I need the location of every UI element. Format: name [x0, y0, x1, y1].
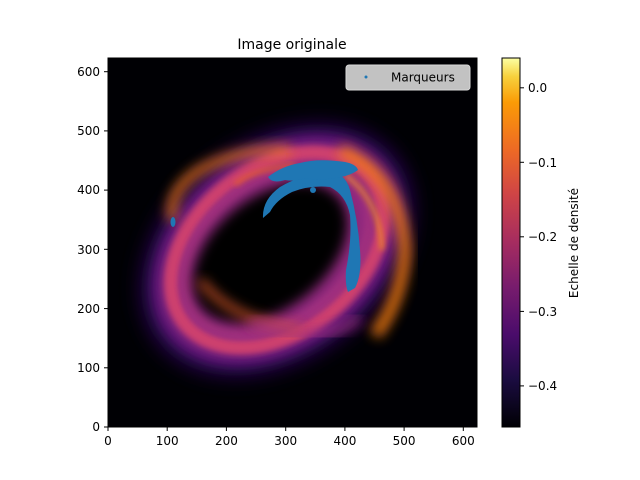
colorbar-tick-label: −0.1: [528, 156, 557, 170]
axes-frame: [107, 57, 478, 428]
x-tick-label: 0: [104, 434, 112, 448]
marker-dot: [310, 187, 316, 193]
x-tick-label: 500: [393, 434, 416, 448]
colorbar-label: Echelle de densité: [567, 188, 581, 298]
chart-title: Image originale: [237, 37, 346, 53]
y-tick-label: 0: [92, 420, 100, 434]
marker-clump: [268, 160, 358, 182]
marker-isolated: [170, 217, 176, 227]
legend-label: Marqueurs: [391, 71, 455, 85]
marker-arm: [262, 172, 361, 292]
legend-marker: [364, 75, 368, 79]
colorbar: 0.0 −0.1 −0.2 −0.3 −0.4 Echelle de densi…: [501, 57, 581, 428]
x-tick-label: 300: [274, 434, 297, 448]
y-tick-label: 400: [77, 183, 100, 197]
y-tick-label: 200: [77, 302, 100, 316]
colorbar-tick-label: −0.2: [528, 230, 557, 244]
markers-series: [170, 160, 361, 292]
colorbar-tick-label: −0.3: [528, 305, 557, 319]
colorbar-tick-label: −0.4: [528, 379, 557, 393]
x-tick-label: 600: [452, 434, 475, 448]
legend-box: [345, 64, 471, 91]
x-tick-label: 400: [333, 434, 356, 448]
y-tick-label: 500: [77, 124, 100, 138]
y-tick-label: 100: [77, 361, 100, 375]
x-tick-label: 100: [156, 434, 179, 448]
colorbar-tick-label: 0.0: [528, 81, 547, 95]
colorbar-gradient: [501, 57, 521, 428]
x-tick-label: 200: [215, 434, 238, 448]
y-tick-label: 300: [77, 243, 100, 257]
x-axis: 0 100 200 300 400 500 600: [104, 427, 475, 448]
y-axis: 0 100 200 300 400 500 600: [77, 65, 108, 434]
y-tick-label: 600: [77, 65, 100, 79]
legend: Marqueurs: [345, 64, 471, 91]
plot-area: [107, 57, 478, 428]
marker-dot: [302, 183, 306, 187]
